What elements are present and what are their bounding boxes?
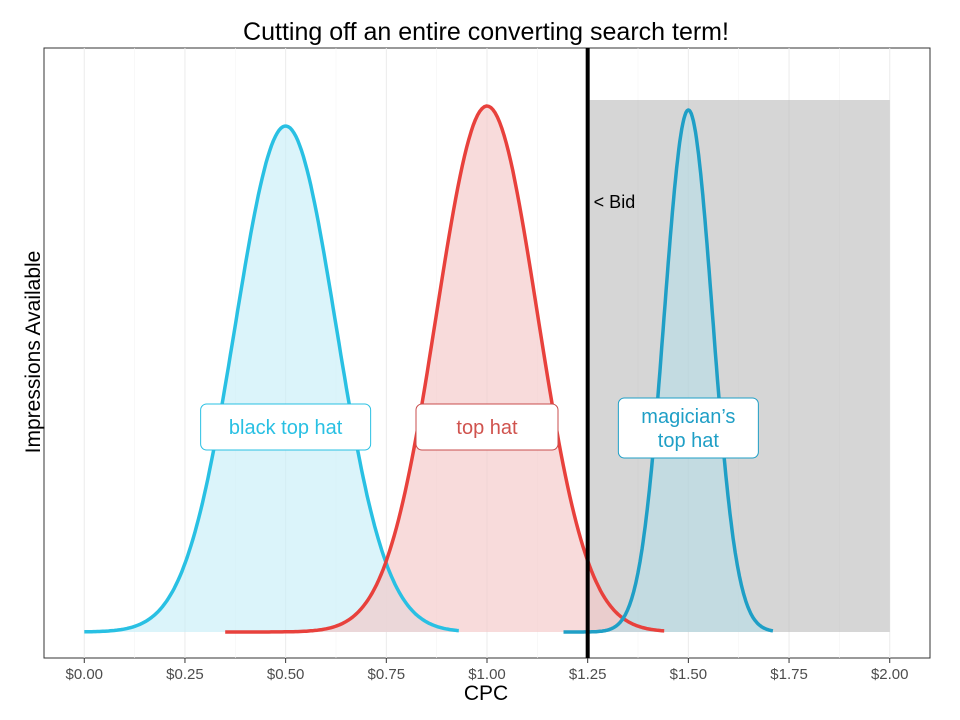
series-label-2: top hat — [658, 430, 720, 452]
x-tick-label: $1.50 — [670, 666, 708, 683]
x-tick-label: $2.00 — [871, 666, 909, 683]
series-label-0: black top hat — [229, 417, 343, 439]
x-tick-label: $1.25 — [569, 666, 607, 683]
series-area-2 — [563, 110, 773, 632]
x-axis-title: CPC — [464, 682, 508, 705]
x-tick-label: $1.00 — [468, 666, 506, 683]
series-line-2 — [562, 108, 774, 634]
x-tick-label: $0.75 — [368, 666, 406, 683]
x-tick-label: $0.25 — [166, 666, 204, 683]
series-area-0 — [84, 126, 459, 632]
x-tick-label: $1.75 — [770, 666, 808, 683]
y-axis-title: Impressions Available — [22, 251, 45, 454]
cutoff-region — [587, 100, 890, 632]
series-label-1: top hat — [456, 417, 518, 439]
series-label-box-0 — [200, 403, 372, 451]
series-label-box-2 — [617, 397, 759, 459]
series-label-box-1 — [415, 403, 559, 451]
series-line-0 — [84, 124, 459, 634]
series-line-1 — [225, 104, 665, 634]
x-tick-label: $0.00 — [65, 666, 103, 683]
x-tick-label: $0.50 — [267, 666, 305, 683]
bid-label: < Bid — [594, 192, 636, 212]
series-label-2: magician’s — [641, 406, 735, 428]
series-area-1 — [225, 106, 665, 632]
chart-title: Cutting off an entire converting search … — [243, 18, 729, 46]
